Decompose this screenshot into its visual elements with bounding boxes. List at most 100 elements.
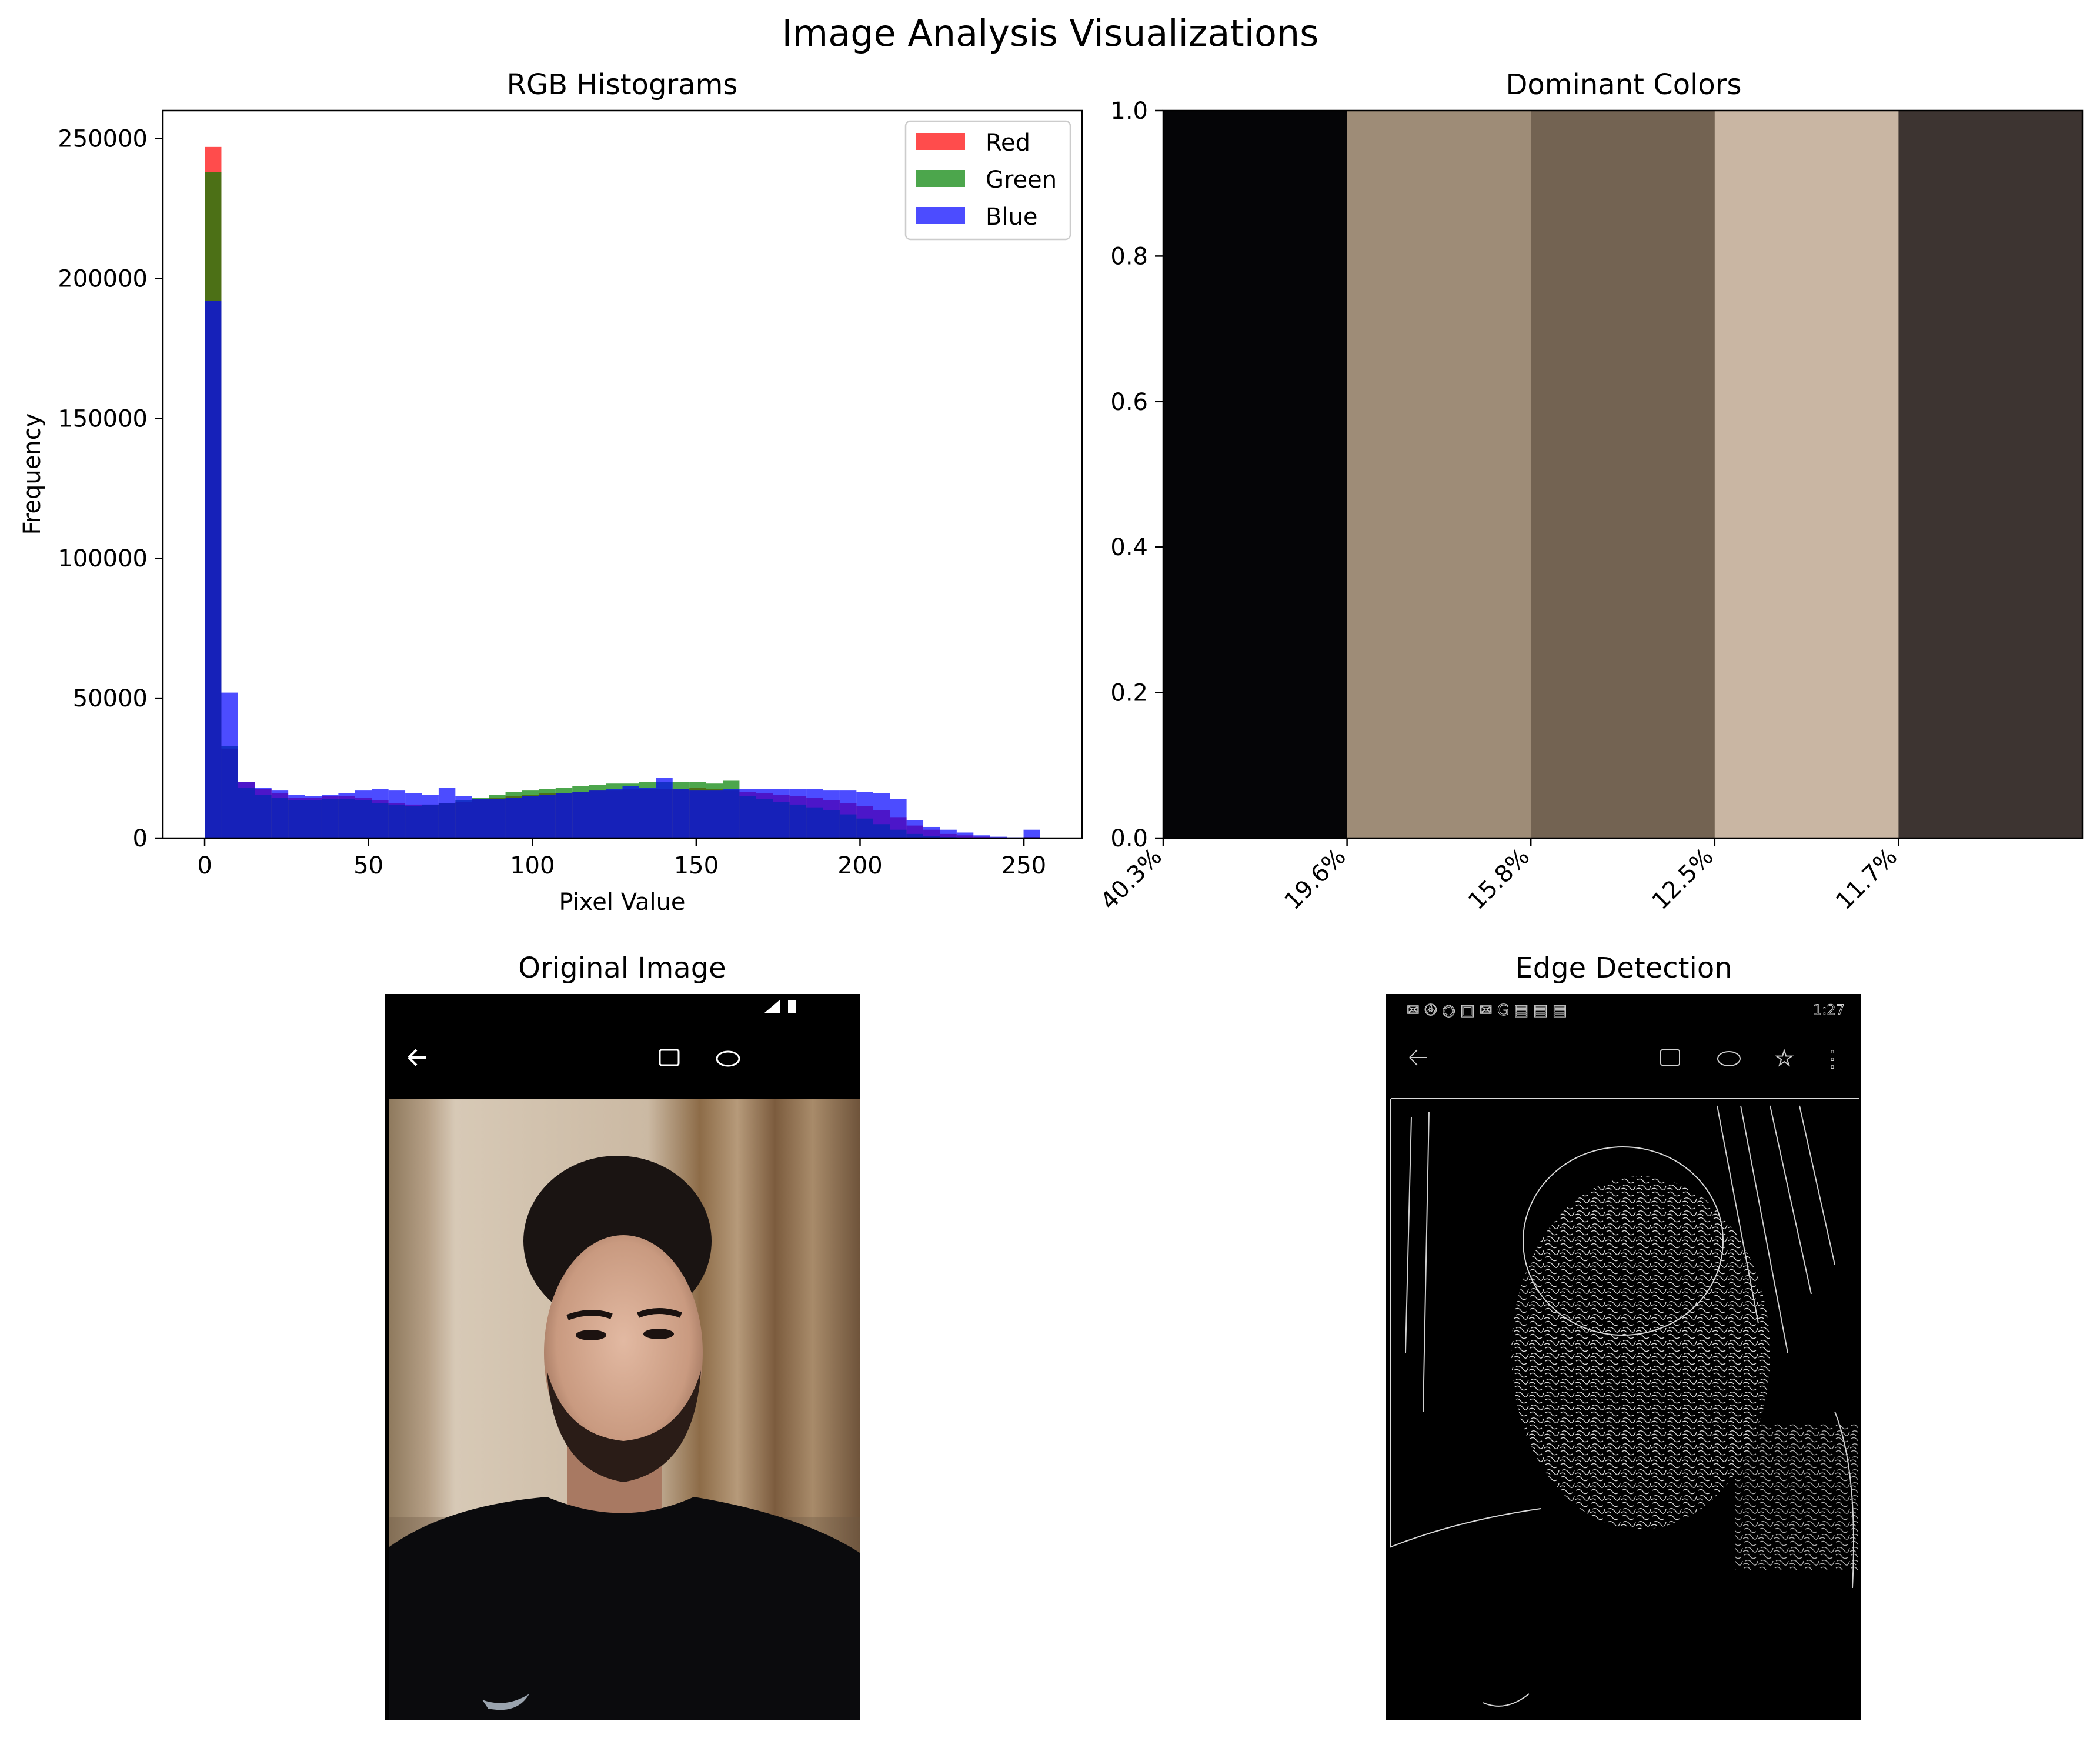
y-tick-label: 150000 <box>58 405 148 432</box>
cast-icon[interactable] <box>659 1049 680 1066</box>
dominant-color-bar <box>1163 111 1348 838</box>
hist-bar-blue <box>756 789 773 838</box>
legend-swatch-blue <box>916 207 965 224</box>
hist-bar-blue <box>472 799 489 838</box>
star-icon[interactable]: ☆ <box>773 1045 793 1071</box>
y-tick-label: 0.2 <box>1110 680 1148 707</box>
hist-bar-blue <box>372 789 389 838</box>
histogram-bars <box>205 146 1040 839</box>
legend-label-blue: Blue <box>986 204 1038 231</box>
dominant-color-bars <box>1163 111 2083 838</box>
hist-bar-blue <box>355 790 372 838</box>
hist-bar-blue <box>338 793 355 838</box>
y-tick-label: 250000 <box>58 126 148 153</box>
hist-bar-blue <box>606 789 623 838</box>
edge-texture-right <box>1735 1423 1858 1570</box>
y-tick-label: 0.8 <box>1110 243 1148 270</box>
x-tick-label: 50 <box>353 852 383 879</box>
hist-bar-blue <box>522 796 539 838</box>
hist-bar-blue <box>906 820 924 838</box>
x-tick-label: 200 <box>837 852 882 879</box>
status-bar: ✉ ✇ ◉ ▣ ✉ G ▤ ▤ ▤ 1:27 <box>406 1000 844 1019</box>
y-tick-label: 0.0 <box>1110 825 1148 852</box>
hist-bar-blue <box>505 798 522 838</box>
edge-head-region <box>1511 1176 1770 1529</box>
hist-bar-blue <box>639 788 656 838</box>
x-tick-label: 250 <box>1001 852 1046 879</box>
edge-back-arrow-icon <box>1409 1049 1427 1066</box>
edge-detection-title: Edge Detection <box>1515 952 1732 985</box>
hist-bar-blue <box>839 790 857 838</box>
hist-bar-blue <box>589 790 606 838</box>
edge-more-icon: ⋮ <box>1821 1046 1844 1072</box>
histogram-y-ticks: 0 50000 100000 150000 200000 250000 <box>58 126 163 852</box>
hist-bar-blue <box>321 795 339 838</box>
hist-bar-blue <box>739 789 756 838</box>
hist-bar-blue <box>221 692 238 838</box>
dominant-color-bar <box>1531 111 1715 838</box>
dominant-colors-axes-frame <box>1162 109 2084 839</box>
hist-bar-blue <box>789 789 807 838</box>
hist-bar-blue <box>622 786 639 838</box>
y-tick-label: 0.4 <box>1110 534 1148 561</box>
edge-curtain-lines <box>1405 1105 1854 1589</box>
status-time: 1:27 <box>812 1002 844 1018</box>
original-image-title: Original Image <box>518 952 726 985</box>
more-vert-icon[interactable]: ⋮ <box>820 1046 843 1072</box>
hist-bar-blue <box>973 835 990 838</box>
histogram-title: RGB Histograms <box>507 68 738 101</box>
hist-bar-blue <box>672 789 690 838</box>
edge-hair-outline <box>1523 1146 1724 1336</box>
hist-bar-blue <box>271 790 289 838</box>
y-tick-label: 50000 <box>73 685 148 712</box>
edge-cloud-icon <box>1717 1051 1741 1066</box>
hist-bar-blue <box>923 826 940 838</box>
hist-bar-blue <box>238 782 255 838</box>
histogram-xlabel: Pixel Value <box>559 889 685 916</box>
hist-bar-blue <box>806 789 823 838</box>
hist-bar-blue <box>572 792 589 838</box>
hist-bar-blue <box>388 790 406 838</box>
hist-bar-blue <box>288 795 305 838</box>
histogram-panel: RGB Histograms 0 50 100 150 200 250 0 50000 100… <box>19 68 1083 916</box>
figure-title: Image Analysis Visualizations <box>782 12 1319 55</box>
dominant-colors-panel: Dominant Colors 0.00.20.40.60.81.0 40.3%… <box>1096 68 2084 915</box>
legend-label-red: Red <box>986 129 1030 156</box>
hist-bar-blue <box>890 799 907 838</box>
edge-status-time: 1:27 <box>1813 1002 1845 1018</box>
hist-bar-blue <box>1023 829 1040 838</box>
t-shirt <box>389 1497 860 1720</box>
histogram-axes-frame <box>162 109 1083 839</box>
legend-swatch-red <box>916 133 965 150</box>
edge-detection-image: ✉ ✇ ◉ ▣ ✉ G ▤ ▤ ▤ 1:27 ☆ ⋮ <box>1386 994 1861 1720</box>
y-tick-label: 200000 <box>58 265 148 292</box>
face <box>544 1235 703 1470</box>
dominant-colors-y-ticks: 0.0 0.2 0.4 0.6 0.8 1.0 <box>1110 98 1163 852</box>
hist-bar-blue <box>689 790 706 838</box>
back-arrow-icon[interactable] <box>408 1049 426 1066</box>
hist-bar-blue <box>305 796 322 838</box>
legend-swatch-green <box>916 170 965 187</box>
hist-bar-blue <box>856 792 873 838</box>
hist-bar-blue <box>656 778 673 838</box>
edge-star-icon: ☆ <box>1774 1045 1794 1071</box>
beard <box>547 1370 701 1482</box>
edge-swoosh <box>1483 1693 1530 1707</box>
dominant-color-bar <box>1714 111 1899 838</box>
hist-bar-blue <box>405 793 422 838</box>
hist-bar-blue <box>555 793 573 838</box>
cloud-upload-icon[interactable] <box>716 1050 740 1067</box>
hist-bar-blue <box>706 790 723 838</box>
hist-bar-blue <box>455 796 472 838</box>
dominant-color-bar <box>1347 111 1531 838</box>
x-tick-label: 0 <box>197 852 212 879</box>
x-tick-label: 150 <box>674 852 719 879</box>
y-tick-label: 100000 <box>58 545 148 572</box>
legend-label-green: Green <box>986 166 1057 194</box>
histogram-x-ticks: 0 50 100 150 200 250 <box>197 838 1046 879</box>
edge-status-icons: ✉ ✇ ◉ ▣ ✉ G ▤ ▤ ▤ <box>1407 1002 1567 1019</box>
hist-bar-blue <box>723 789 740 838</box>
original-phone-screenshot: ✉ ✇ ◉ ▣ ✉ G ▤ ▤ ▤ 1:27 ☆ ⋮ <box>385 994 860 1720</box>
y-tick-label: 1.0 <box>1110 98 1148 125</box>
